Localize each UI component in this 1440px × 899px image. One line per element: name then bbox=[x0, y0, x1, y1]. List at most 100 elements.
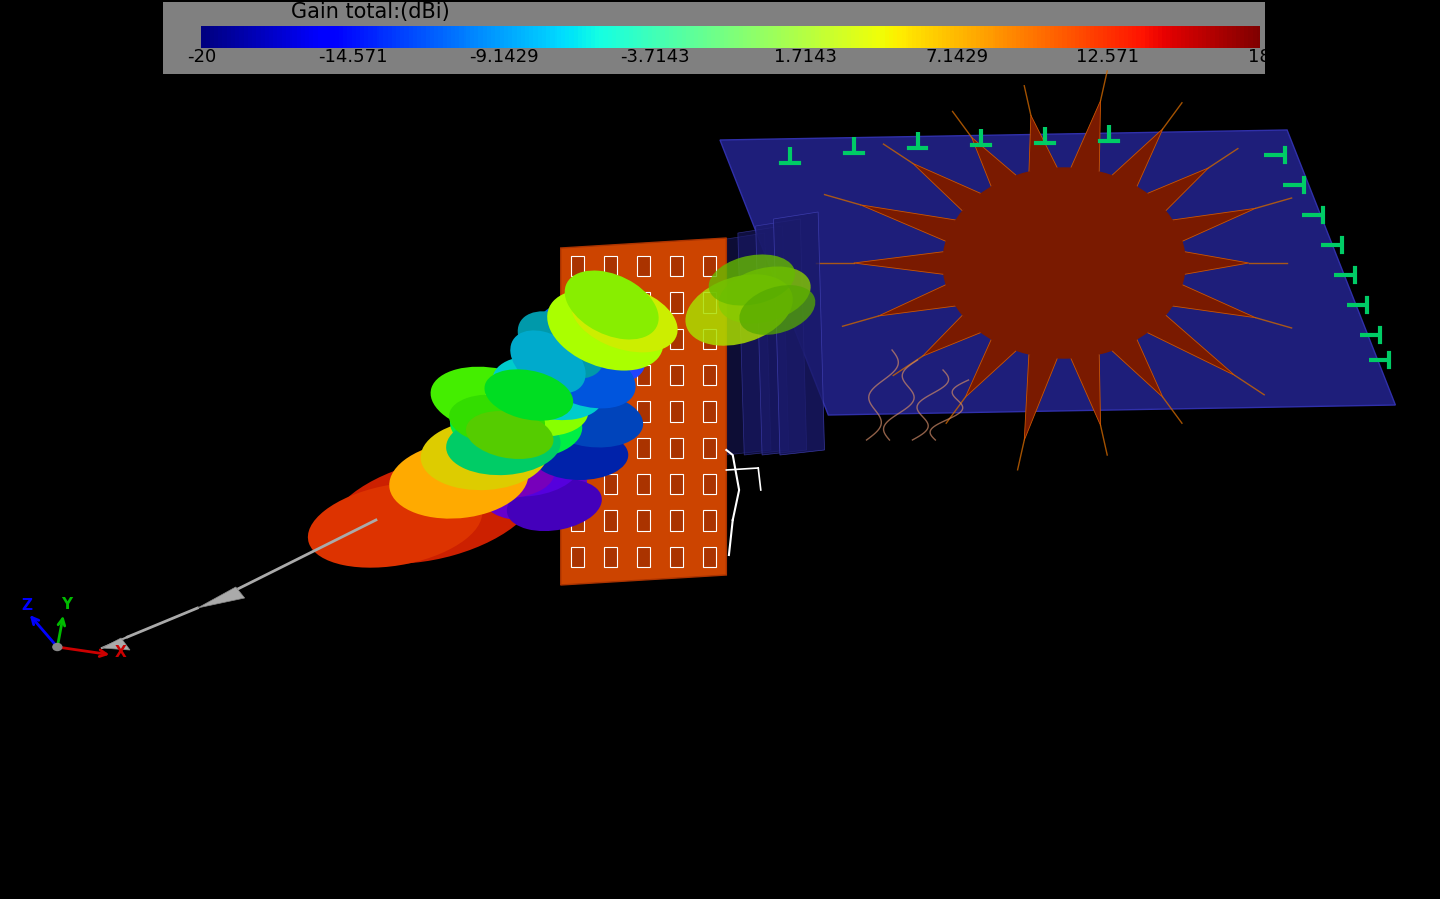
Bar bbox=[757, 26, 760, 48]
Bar bbox=[661, 26, 664, 48]
Bar bbox=[672, 26, 675, 48]
Bar bbox=[301, 26, 304, 48]
Bar bbox=[929, 26, 932, 48]
Bar bbox=[1204, 26, 1207, 48]
Ellipse shape bbox=[719, 266, 811, 324]
Bar bbox=[680, 26, 683, 48]
Bar bbox=[988, 26, 991, 48]
Bar bbox=[652, 26, 655, 48]
FancyBboxPatch shape bbox=[163, 2, 1266, 74]
Bar bbox=[916, 26, 919, 48]
Bar bbox=[852, 26, 855, 48]
Ellipse shape bbox=[547, 289, 664, 370]
Bar bbox=[1064, 26, 1067, 48]
Bar bbox=[717, 26, 720, 48]
Bar bbox=[570, 511, 583, 530]
Ellipse shape bbox=[531, 342, 635, 408]
Bar bbox=[255, 26, 256, 48]
Bar bbox=[1240, 26, 1243, 48]
Bar bbox=[608, 26, 611, 48]
Bar bbox=[266, 26, 269, 48]
Text: Z: Z bbox=[22, 598, 33, 613]
Bar bbox=[1015, 26, 1018, 48]
Bar bbox=[816, 26, 819, 48]
Polygon shape bbox=[1172, 209, 1256, 242]
Bar bbox=[570, 365, 583, 386]
Bar bbox=[703, 26, 706, 48]
Polygon shape bbox=[1112, 129, 1164, 187]
Bar bbox=[1096, 26, 1099, 48]
Bar bbox=[207, 26, 210, 48]
Bar bbox=[973, 26, 976, 48]
Polygon shape bbox=[1112, 339, 1164, 397]
Bar bbox=[462, 26, 464, 48]
Bar bbox=[242, 26, 245, 48]
Text: -9.1429: -9.1429 bbox=[469, 48, 539, 66]
Bar bbox=[848, 26, 851, 48]
Bar bbox=[1011, 26, 1014, 48]
Bar bbox=[436, 26, 439, 48]
Bar bbox=[819, 26, 822, 48]
Bar bbox=[780, 26, 783, 48]
Bar bbox=[603, 292, 616, 313]
Bar bbox=[1175, 26, 1176, 48]
Bar bbox=[1230, 26, 1233, 48]
Bar bbox=[573, 26, 576, 48]
Bar bbox=[644, 26, 647, 48]
Bar bbox=[562, 26, 563, 48]
Bar bbox=[1140, 26, 1143, 48]
Bar bbox=[377, 26, 380, 48]
Bar bbox=[409, 26, 412, 48]
Text: -14.571: -14.571 bbox=[318, 48, 387, 66]
Bar bbox=[1123, 26, 1126, 48]
Bar bbox=[904, 26, 906, 48]
Bar bbox=[876, 26, 878, 48]
Bar bbox=[307, 26, 310, 48]
Bar bbox=[564, 26, 567, 48]
Bar bbox=[870, 26, 873, 48]
Bar bbox=[1067, 26, 1070, 48]
Bar bbox=[635, 26, 638, 48]
Bar bbox=[428, 26, 431, 48]
Bar bbox=[960, 26, 963, 48]
Bar bbox=[762, 26, 765, 48]
Polygon shape bbox=[965, 339, 1017, 397]
Bar bbox=[999, 26, 1002, 48]
Bar bbox=[582, 26, 585, 48]
Text: Y: Y bbox=[60, 597, 72, 612]
Bar bbox=[1191, 26, 1194, 48]
Polygon shape bbox=[1172, 285, 1256, 317]
Bar bbox=[271, 26, 274, 48]
Bar bbox=[609, 26, 612, 48]
Bar bbox=[1164, 26, 1166, 48]
Bar bbox=[670, 547, 683, 567]
Bar bbox=[1168, 26, 1171, 48]
Bar bbox=[956, 26, 959, 48]
Bar bbox=[936, 26, 937, 48]
Bar bbox=[1155, 26, 1158, 48]
Text: 7.1429: 7.1429 bbox=[926, 48, 988, 66]
Bar bbox=[481, 26, 484, 48]
Bar bbox=[840, 26, 842, 48]
Bar bbox=[1149, 26, 1152, 48]
Bar bbox=[1035, 26, 1038, 48]
Bar bbox=[924, 26, 927, 48]
Bar bbox=[600, 26, 603, 48]
Bar bbox=[284, 26, 287, 48]
Bar bbox=[649, 26, 652, 48]
Bar bbox=[1050, 26, 1053, 48]
Bar bbox=[703, 256, 716, 276]
Bar bbox=[504, 26, 507, 48]
Bar bbox=[325, 26, 328, 48]
Circle shape bbox=[943, 168, 1185, 358]
Bar bbox=[603, 401, 616, 422]
Ellipse shape bbox=[708, 254, 795, 306]
Bar bbox=[347, 26, 350, 48]
Bar bbox=[1234, 26, 1237, 48]
Bar bbox=[1051, 26, 1054, 48]
Bar bbox=[670, 329, 683, 349]
Bar bbox=[442, 26, 445, 48]
Bar bbox=[337, 26, 340, 48]
Bar bbox=[779, 26, 782, 48]
Bar bbox=[772, 26, 775, 48]
